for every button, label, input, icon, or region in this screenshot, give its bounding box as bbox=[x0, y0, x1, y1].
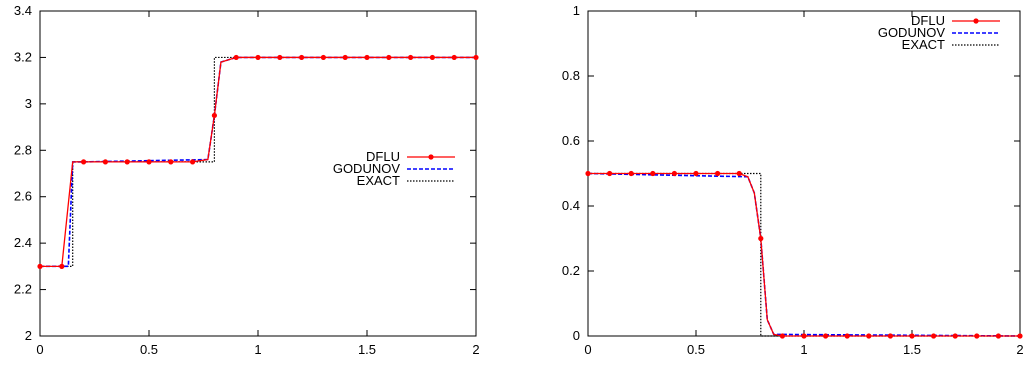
series-point-dflu bbox=[715, 170, 721, 177]
y-tick-label: 2.2 bbox=[14, 282, 32, 297]
x-tick-label: 0.5 bbox=[140, 342, 158, 357]
series-point-dflu bbox=[607, 170, 613, 177]
y-tick-label: 3.4 bbox=[14, 3, 32, 18]
series-point-dflu bbox=[931, 333, 937, 339]
x-tick-label: 1.5 bbox=[903, 342, 921, 357]
series-line-dflu bbox=[588, 172, 1020, 337]
series-point-dflu bbox=[211, 112, 217, 119]
series-point-dflu bbox=[758, 235, 764, 242]
series-point-dflu bbox=[364, 54, 370, 61]
y-tick-label: 2 bbox=[25, 328, 32, 343]
series-point-dflu bbox=[671, 170, 678, 177]
series-point-dflu bbox=[146, 159, 152, 165]
y-tick-label: 3.2 bbox=[14, 49, 32, 64]
series-point-dflu bbox=[37, 263, 43, 269]
series-point-dflu bbox=[429, 54, 435, 61]
legend-label-dflu: DFLU bbox=[911, 13, 945, 28]
series-point-dflu bbox=[320, 54, 326, 61]
series-point-dflu bbox=[386, 54, 392, 61]
legend-label-exact: EXACT bbox=[357, 173, 400, 188]
y-tick-label: 1 bbox=[573, 3, 580, 18]
legend-label-godunov: GODUNOV bbox=[878, 25, 946, 40]
series-point-dflu bbox=[866, 333, 872, 339]
legend-label-godunov: GODUNOV bbox=[333, 161, 401, 176]
series-point-dflu bbox=[59, 263, 65, 269]
x-tick-label: 2 bbox=[1016, 342, 1023, 357]
x-tick-label: 2 bbox=[472, 342, 479, 357]
series-point-dflu bbox=[408, 54, 414, 61]
series-point-dflu bbox=[823, 333, 829, 339]
y-tick-label: 0.6 bbox=[562, 133, 580, 148]
series-point-dflu bbox=[81, 159, 87, 165]
series-point-dflu bbox=[779, 333, 786, 339]
series-point-dflu bbox=[1017, 333, 1023, 339]
series-point-dflu bbox=[952, 333, 958, 339]
legend-marker-dflu bbox=[428, 154, 434, 160]
y-tick-label: 3 bbox=[25, 96, 32, 111]
y-tick-label: 2.8 bbox=[14, 142, 32, 157]
legend-label-exact: EXACT bbox=[902, 37, 945, 52]
series-line-godunov bbox=[40, 56, 476, 268]
series-point-dflu bbox=[233, 54, 239, 61]
series-point-dflu bbox=[124, 159, 130, 165]
series-point-dflu bbox=[277, 54, 283, 61]
series-point-dflu bbox=[451, 54, 457, 61]
left-plot: 0 0.5 1 1.5 2 2 2.2 2.4 2.6 2.8 3 3.2 3.4 DFLUGODUNOV… bbox=[14, 3, 480, 357]
series-point-dflu bbox=[650, 170, 656, 177]
series-point-dflu bbox=[628, 170, 634, 177]
y-tick-label: 0.8 bbox=[562, 68, 580, 83]
series-point-dflu bbox=[995, 333, 1002, 339]
x-tick-label: 0 bbox=[584, 342, 591, 357]
x-tick-label: 1 bbox=[800, 342, 807, 357]
series-point-dflu bbox=[585, 170, 591, 177]
series-point-dflu bbox=[190, 159, 196, 165]
series-point-dflu bbox=[909, 333, 915, 339]
series-point-dflu bbox=[693, 170, 699, 177]
x-tick-label: 0 bbox=[36, 342, 43, 357]
x-tick-label: 0.5 bbox=[687, 342, 705, 357]
y-tick-label: 2.4 bbox=[14, 235, 32, 250]
y-tick-label: 0.4 bbox=[562, 198, 580, 213]
legend-label-dflu: DFLU bbox=[366, 149, 400, 164]
series-point-dflu bbox=[801, 333, 807, 339]
x-tick-label: 1 bbox=[254, 342, 261, 357]
x-tick-label: 1.5 bbox=[358, 342, 376, 357]
series-point-dflu bbox=[102, 159, 108, 165]
y-tick-label: 2.6 bbox=[14, 189, 32, 204]
series-line-godunov bbox=[587, 172, 1021, 337]
series-point-dflu bbox=[168, 159, 174, 165]
series-line-dflu bbox=[40, 56, 476, 268]
legend-marker-dflu bbox=[973, 18, 979, 24]
series-point-dflu bbox=[887, 333, 894, 339]
series-line-exact bbox=[588, 172, 1020, 337]
series-point-dflu bbox=[736, 170, 742, 177]
series-point-dflu bbox=[342, 54, 348, 61]
y-tick-label: 0.2 bbox=[562, 263, 580, 278]
series-point-dflu bbox=[844, 333, 850, 339]
series-point-dflu bbox=[974, 333, 980, 339]
series-point-dflu bbox=[255, 54, 261, 61]
series-point-dflu bbox=[473, 54, 479, 61]
series-point-dflu bbox=[299, 54, 305, 61]
y-tick-label: 0 bbox=[573, 328, 580, 343]
